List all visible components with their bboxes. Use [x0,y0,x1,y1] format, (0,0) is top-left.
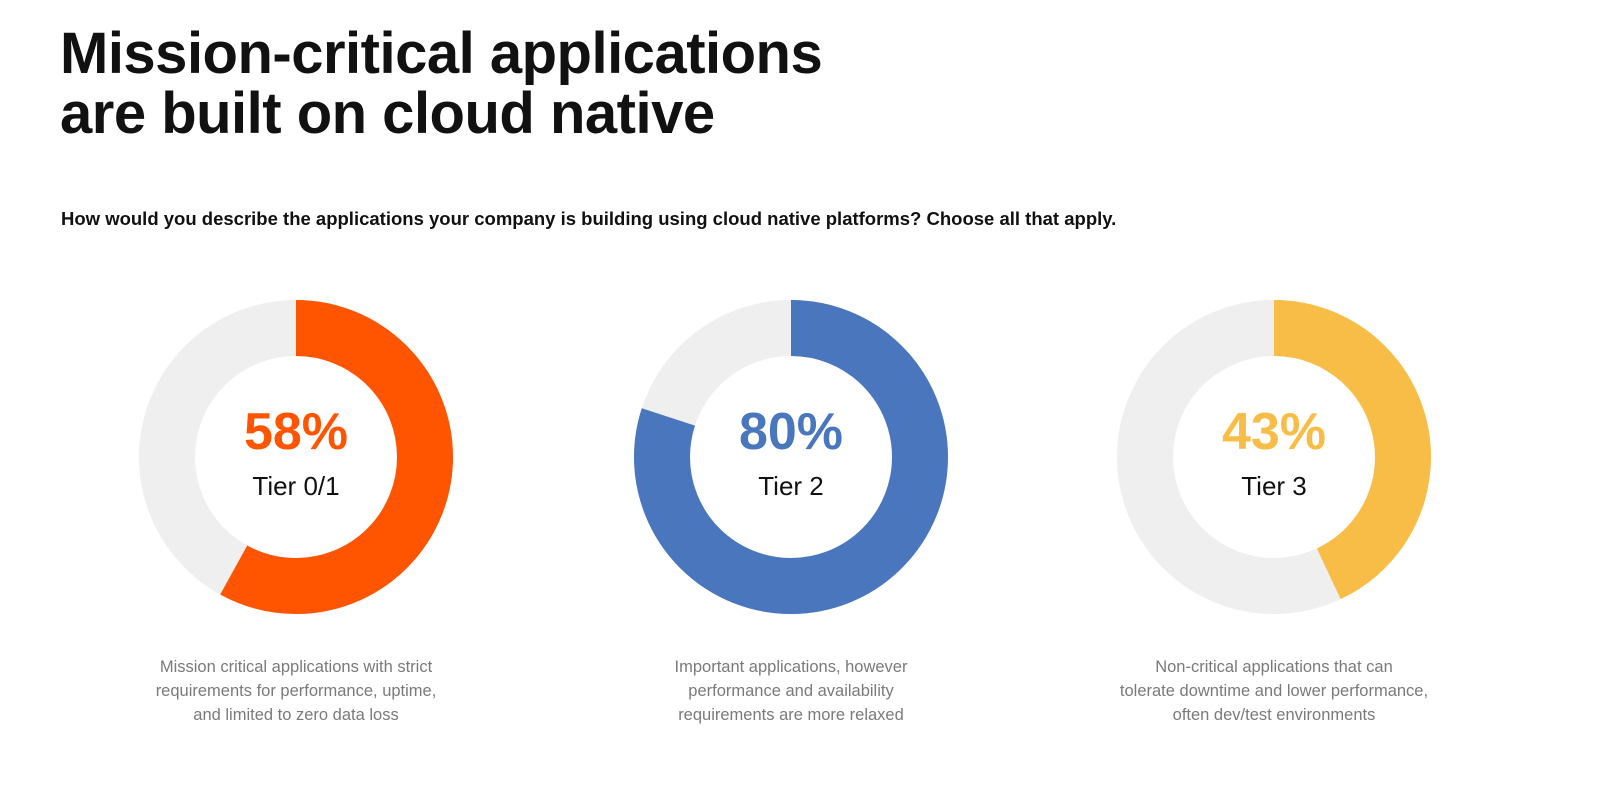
caption-line: requirements are more relaxed [678,706,904,724]
caption-line: often dev/test environments [1172,706,1376,724]
title-line-1: Mission-critical applications [60,21,823,86]
donut-caption: Non-critical applications that can toler… [1034,655,1514,727]
caption-line: Non-critical applications that can [1155,658,1393,676]
donut-caption: Important applications, however performa… [551,655,1031,727]
donut-svg: 43% Tier 3 [1117,300,1431,614]
donut-tier-label: Tier 2 [758,471,824,501]
donut-percent-label: 43% [1222,403,1326,461]
caption-line: tolerate downtime and lower performance, [1119,682,1429,700]
caption-line: and limited to zero data loss [193,706,399,724]
donut-value-arc [139,300,453,614]
donut-value-arc [1117,300,1431,614]
caption-line: performance and availability [688,682,894,700]
donut-svg: 80% Tier 2 [634,300,948,614]
donut-chart-tier-3: 43% Tier 3 Non-critical applications tha… [1034,290,1514,740]
donut-value-arc [634,300,948,614]
donut-percent-label: 58% [244,403,348,461]
caption-line: Mission critical applications with stric… [159,658,433,676]
donut-chart-tier-2: 80% Tier 2 Important applications, howev… [551,290,1031,740]
caption-line: Important applications, however [674,658,908,676]
title-line-2: are built on cloud native [60,81,715,146]
donut-svg: 58% Tier 0/1 [139,300,453,614]
donut-tier-label: Tier 3 [1241,471,1307,501]
donut-tier-label: Tier 0/1 [252,471,339,501]
page-title: Mission-critical applications are built … [60,24,1060,144]
donut-percent-label: 80% [739,403,843,461]
donut-caption: Mission critical applications with stric… [56,655,536,727]
donut-chart-tier-0-1: 58% Tier 0/1 Mission critical applicatio… [56,290,536,740]
caption-line: requirements for performance, uptime, [155,682,437,700]
survey-question: How would you describe the applications … [61,208,1117,229]
